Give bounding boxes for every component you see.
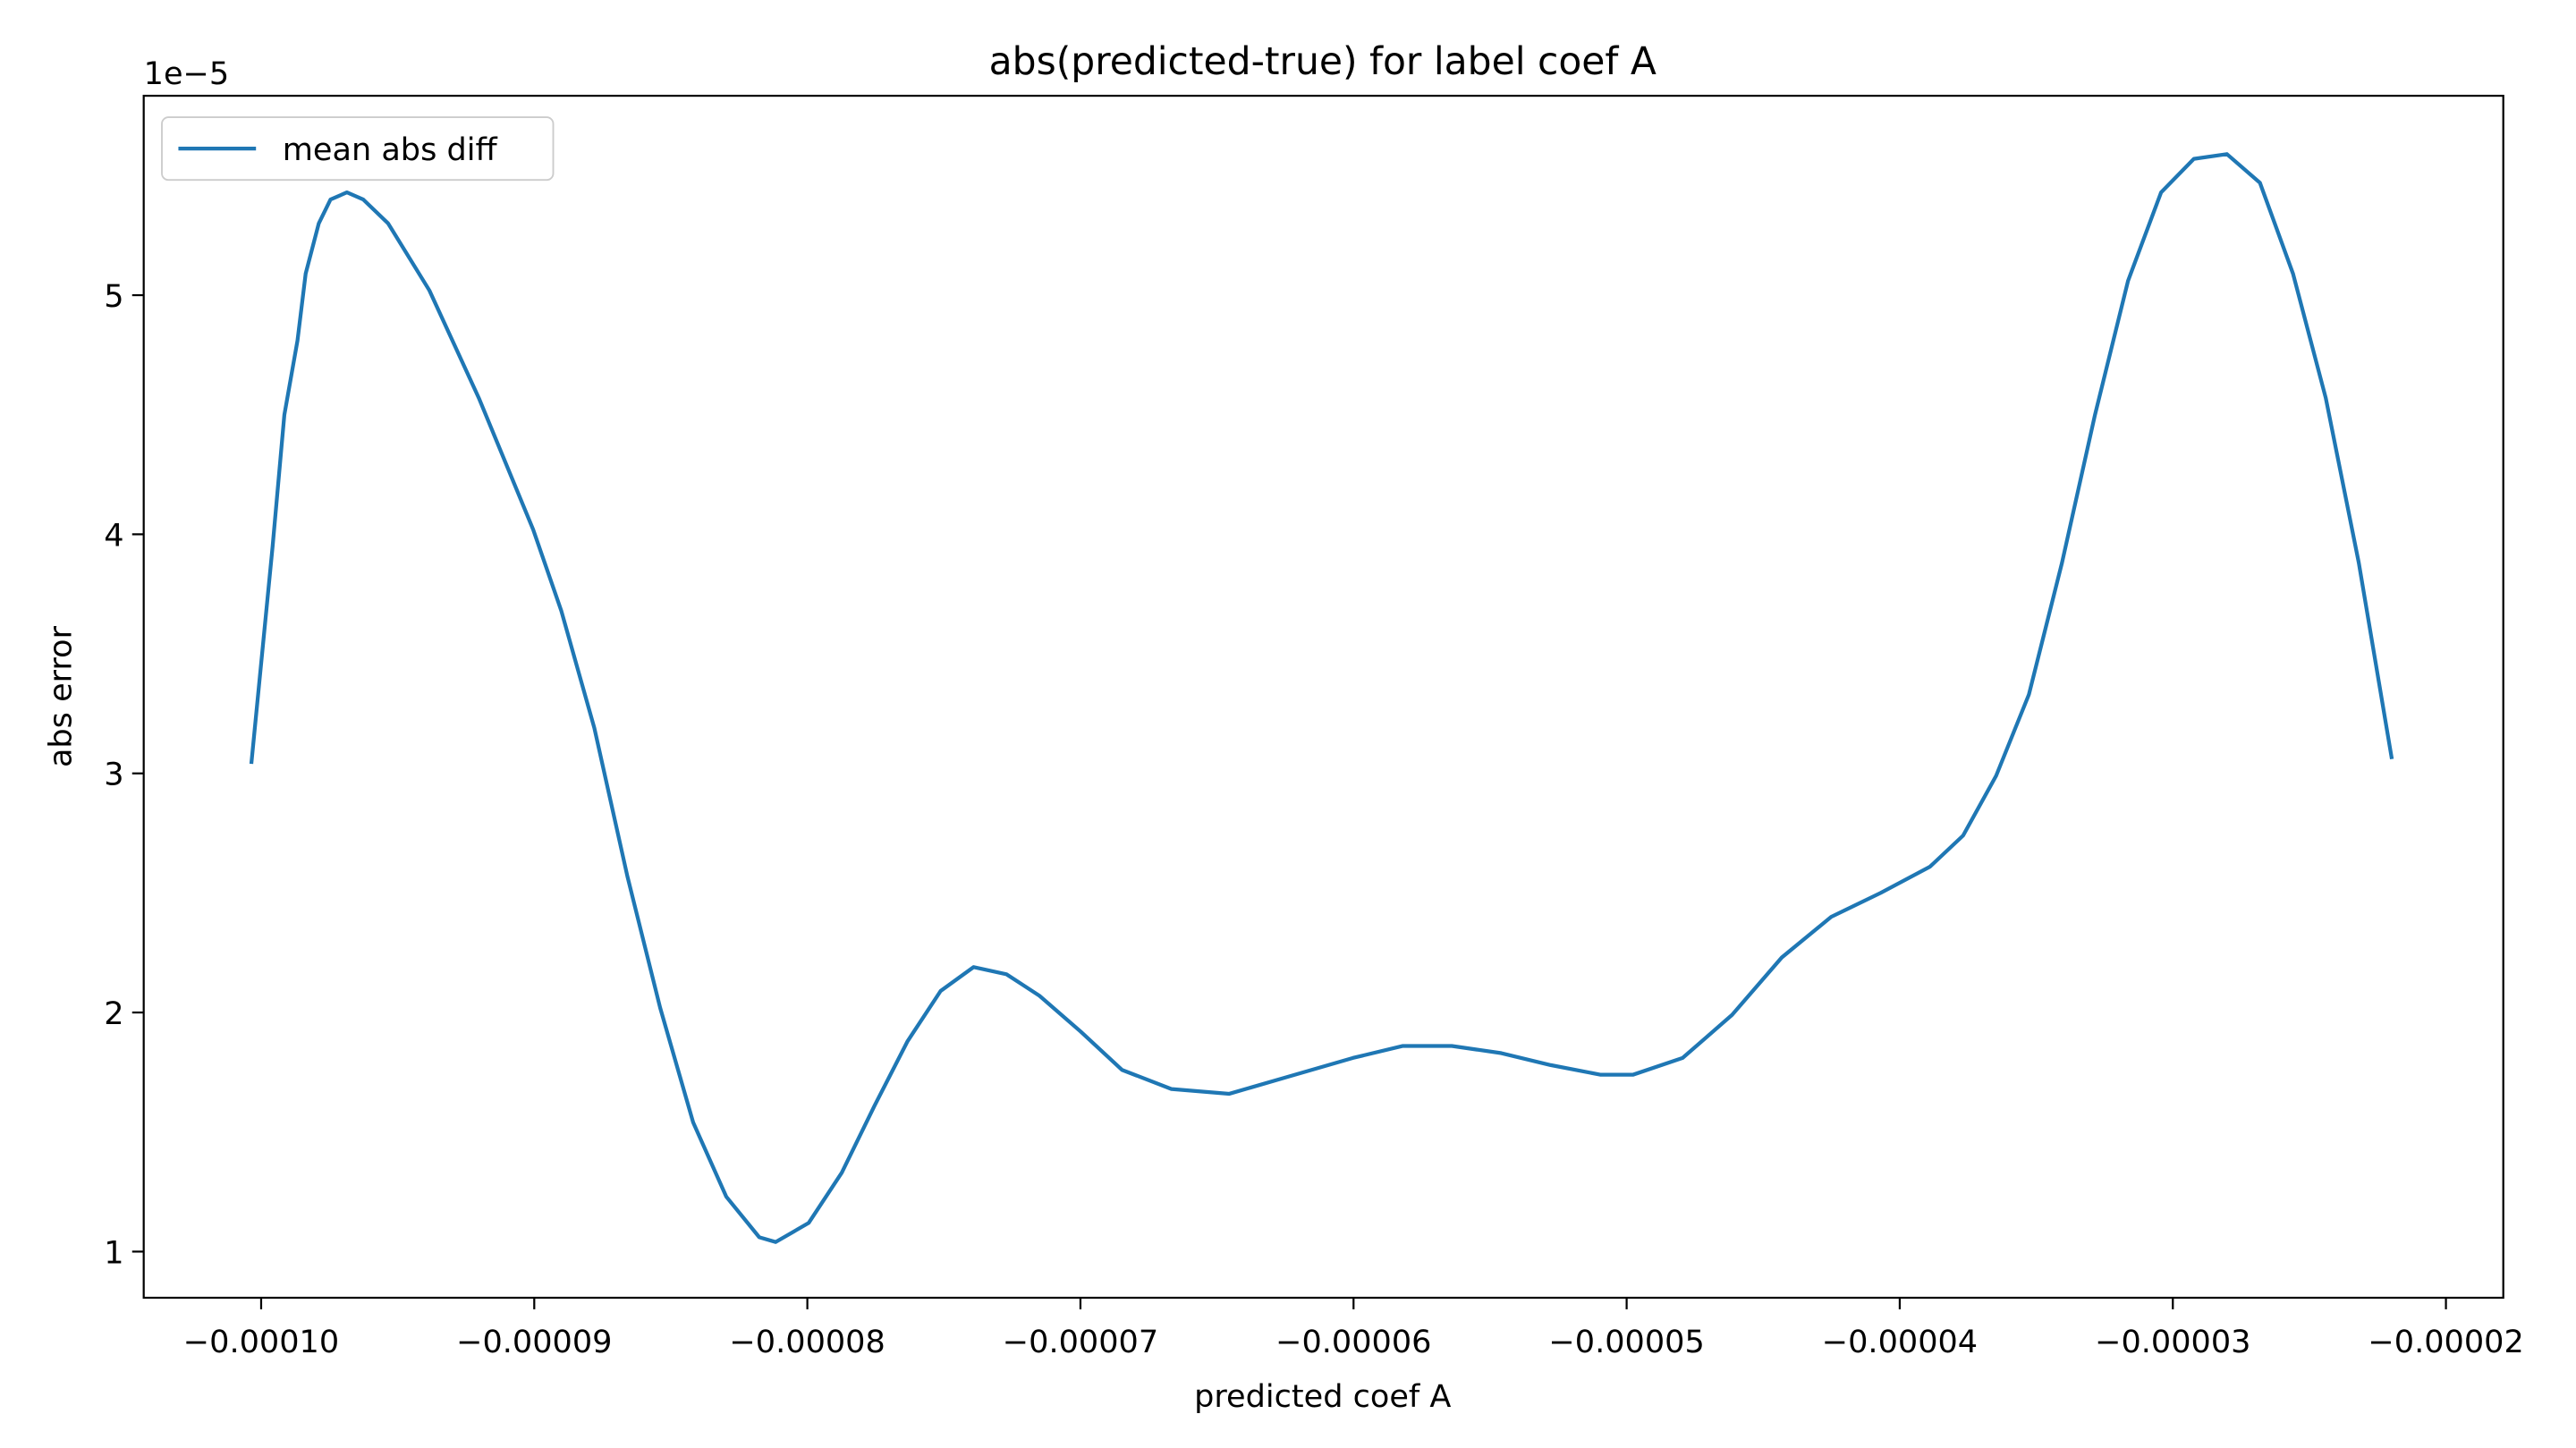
legend-label: mean abs diff bbox=[283, 131, 498, 168]
x-tick-label: −0.00003 bbox=[2095, 1324, 2250, 1360]
x-tick-label: −0.00004 bbox=[1822, 1324, 1978, 1360]
y-tick-label: 5 bbox=[104, 278, 123, 315]
y-tick-label: 2 bbox=[104, 995, 123, 1032]
x-tick-label: −0.00009 bbox=[456, 1324, 612, 1360]
x-tick-label: −0.00010 bbox=[183, 1324, 339, 1360]
y-axis-label: abs error bbox=[42, 625, 79, 767]
x-tick-label: −0.00006 bbox=[1275, 1324, 1431, 1360]
x-tick-label: −0.00005 bbox=[1548, 1324, 1704, 1360]
x-tick-label: −0.00007 bbox=[1003, 1324, 1158, 1360]
x-tick-label: −0.00008 bbox=[729, 1324, 885, 1360]
y-tick-label: 1 bbox=[104, 1234, 123, 1271]
y-tick-label: 4 bbox=[104, 517, 123, 554]
legend-box bbox=[161, 116, 555, 182]
plot-frame bbox=[142, 94, 2504, 1300]
x-axis-label: predicted coef A bbox=[1194, 1378, 1451, 1415]
data-line bbox=[249, 152, 2394, 1244]
y-offset-label: 1e−5 bbox=[144, 55, 230, 92]
chart-title: abs(predicted-true) for label coef A bbox=[989, 40, 1657, 84]
x-tick-label: −0.00002 bbox=[2368, 1324, 2523, 1360]
y-tick-label: 3 bbox=[104, 757, 123, 793]
